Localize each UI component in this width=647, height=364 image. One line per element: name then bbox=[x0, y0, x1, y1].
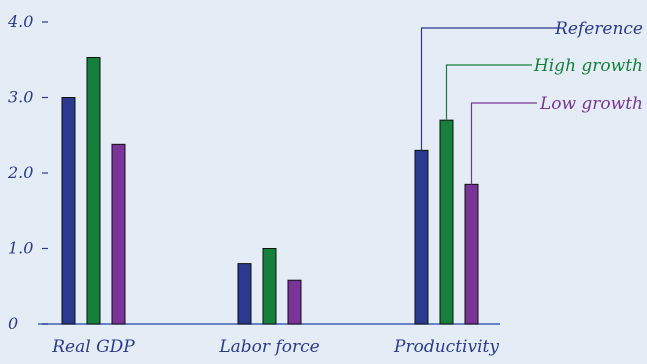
bar-low-growth-labor-force bbox=[287, 279, 302, 325]
legend-leader-high-growth bbox=[445, 64, 532, 121]
legend-leader-low-growth bbox=[470, 102, 537, 185]
bar-high-growth-real-gdp bbox=[86, 56, 101, 325]
legend-label-low-growth: Low growth bbox=[539, 94, 643, 114]
legend-label-reference: Reference bbox=[554, 19, 643, 39]
bar-low-growth-real-gdp bbox=[111, 143, 126, 325]
bar-reference-productivity bbox=[414, 149, 429, 325]
bar-high-growth-productivity bbox=[439, 119, 454, 325]
y-tick-label: 1.0 bbox=[8, 239, 33, 258]
y-tick-label: 3.0 bbox=[8, 88, 33, 107]
bar-high-growth-labor-force bbox=[262, 248, 277, 325]
bar-low-growth-productivity bbox=[464, 183, 479, 325]
legend-label-high-growth: High growth bbox=[533, 56, 643, 76]
bar-reference-real-gdp bbox=[61, 97, 76, 325]
x-category-label: Labor force bbox=[218, 337, 319, 357]
y-tick-label: 0 bbox=[8, 314, 18, 333]
x-category-label: Real GDP bbox=[51, 337, 135, 357]
bar-reference-labor-force bbox=[237, 263, 252, 325]
y-tick-label: 4.0 bbox=[7, 12, 33, 31]
legend-leader-reference bbox=[420, 27, 562, 151]
y-tick-label: 2.0 bbox=[7, 163, 33, 182]
x-category-label: Productivity bbox=[393, 337, 499, 357]
